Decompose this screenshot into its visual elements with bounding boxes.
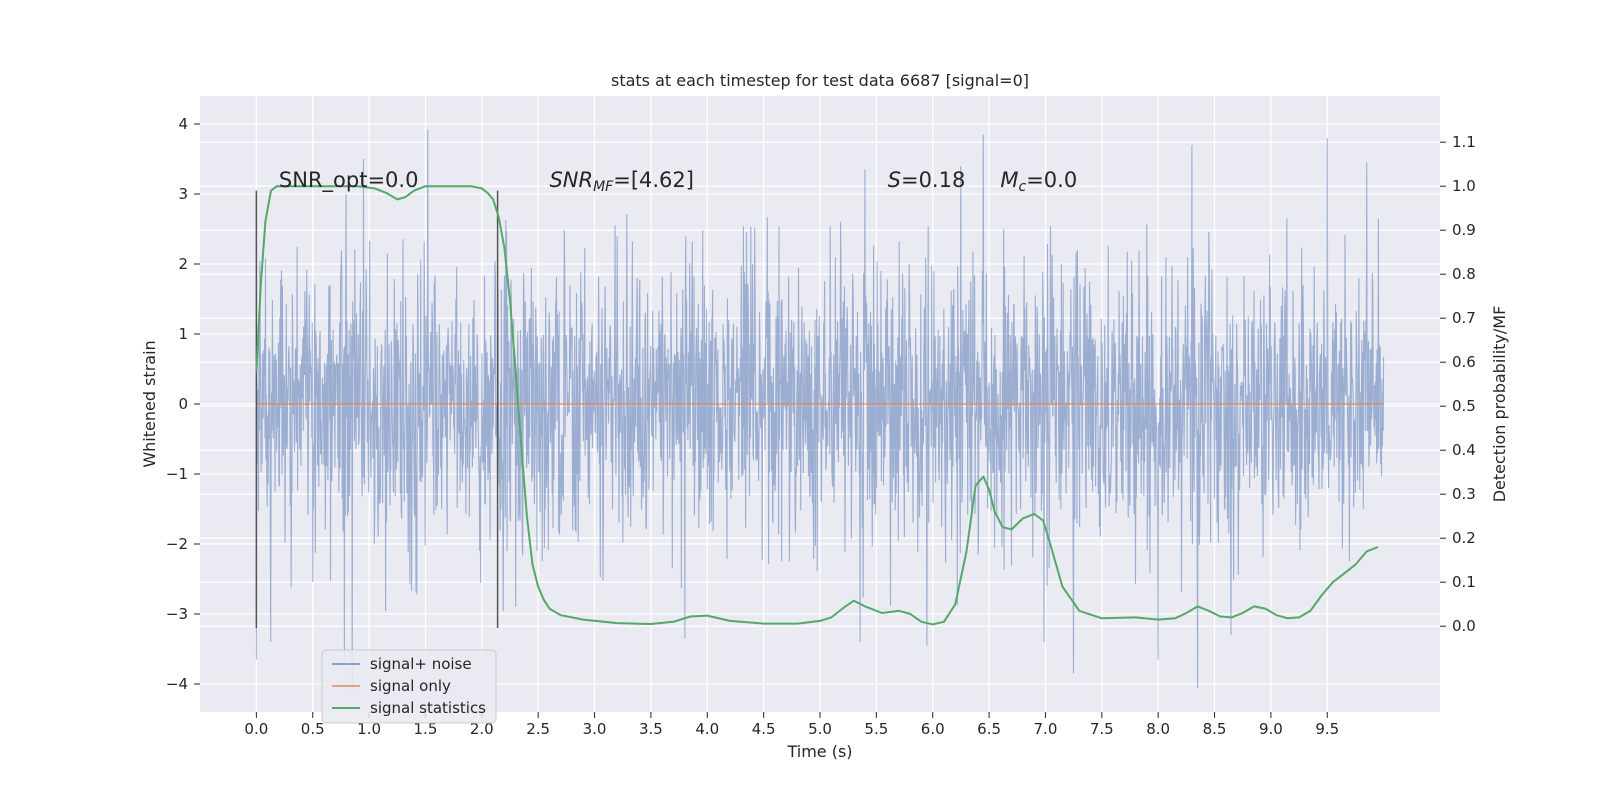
x-tick-label: 2.0 [470, 720, 494, 738]
annotation-text: SNR_opt=0.0 [279, 168, 419, 193]
x-tick-label: 5.5 [864, 720, 888, 738]
chart-title: stats at each timestep for test data 668… [611, 71, 1029, 90]
y-tick-label: −2 [166, 535, 188, 553]
x-tick-label: 9.0 [1259, 720, 1283, 738]
x-tick-label: 7.0 [1034, 720, 1058, 738]
signal-statistics-line [255, 185, 1379, 626]
y-tick-label: 0 [178, 395, 188, 413]
y-axis-ticks: −4 −3 −2 −1 0 1 2 3 4 [166, 115, 200, 693]
signal-noise-line [255, 129, 1385, 692]
right-axis-label: Detection probability/MF [1490, 306, 1509, 503]
annotation-text: Mc=0.0 [1000, 168, 1077, 195]
annotations: SNR_opt=0.0 SNRMF=[4.62] S=0.18 Mc=0.0 [279, 168, 1077, 195]
right-tick-label: 0.8 [1452, 265, 1476, 283]
x-tick-label: 3.0 [583, 720, 607, 738]
vertical-markers [255, 190, 499, 628]
right-tick-label: 0.7 [1452, 309, 1476, 327]
right-tick-label: 0.6 [1452, 353, 1476, 371]
y-axis-label: Whitened strain [140, 340, 159, 467]
x-tick-label: 9.5 [1315, 720, 1339, 738]
annotation-text: S=0.18 [888, 168, 966, 192]
right-tick-label: 0.3 [1452, 485, 1476, 503]
x-axis-ticks: 0.0 0.5 1.0 1.5 2.0 2.5 3.0 3.5 4.0 4.5 5.0 5.5 6.0 6… [244, 712, 1339, 738]
y-tick-label: 4 [178, 115, 188, 133]
x-tick-label: 5.0 [808, 720, 832, 738]
right-tick-label: 0.9 [1452, 221, 1476, 239]
x-tick-label: 6.0 [921, 720, 945, 738]
series-layer [255, 129, 1385, 692]
annotation-text: SNRMF=[4.62] [549, 168, 694, 195]
y-tick-label: −4 [166, 675, 188, 693]
right-tick-label: 0.0 [1452, 617, 1476, 635]
x-axis-label: Time (s) [786, 742, 852, 761]
right-tick-label: 0.4 [1452, 441, 1476, 459]
legend-label: signal+ noise [370, 655, 472, 673]
legend-label: signal only [370, 677, 451, 695]
x-tick-label: 7.5 [1090, 720, 1114, 738]
x-tick-label: 8.0 [1146, 720, 1170, 738]
legend-label: signal statistics [370, 699, 486, 717]
right-tick-label: 0.5 [1452, 397, 1476, 415]
y-tick-label: −1 [166, 465, 188, 483]
x-tick-label: 0.0 [244, 720, 268, 738]
x-tick-label: 8.5 [1203, 720, 1227, 738]
legend: signal+ noise signal only signal statistic… [321, 649, 497, 724]
x-tick-label: 3.5 [639, 720, 663, 738]
x-tick-label: 4.5 [752, 720, 776, 738]
y-tick-label: −3 [166, 605, 188, 623]
y-tick-label: 3 [178, 185, 188, 203]
right-tick-label: 0.2 [1452, 529, 1476, 547]
y-tick-label: 2 [178, 255, 188, 273]
x-tick-label: 6.5 [977, 720, 1001, 738]
right-tick-label: 1.0 [1452, 177, 1476, 195]
x-tick-label: 4.0 [695, 720, 719, 738]
y-tick-label: 1 [178, 325, 188, 343]
x-tick-label: 0.5 [301, 720, 325, 738]
x-tick-label: 2.5 [526, 720, 550, 738]
x-tick-label: 1.5 [414, 720, 438, 738]
right-axis-ticks: 0.0 0.1 0.2 0.3 0.4 0.5 0.6 0.7 0.8 0.9 1.0 1.1 [1440, 133, 1476, 635]
x-tick-label: 1.0 [357, 720, 381, 738]
legend-frame [321, 649, 497, 724]
right-axis-series-layer [255, 185, 1379, 626]
right-tick-label: 1.1 [1452, 133, 1476, 151]
right-tick-label: 0.1 [1452, 573, 1476, 591]
